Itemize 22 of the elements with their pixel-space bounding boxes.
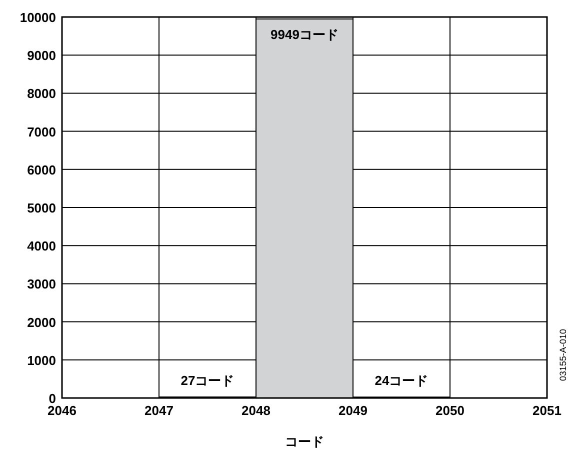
y-tick-label: 1000 <box>27 352 56 368</box>
y-tick-label: 9000 <box>27 48 56 64</box>
y-tick-label: 2000 <box>27 314 56 330</box>
data-label: 24コード <box>374 373 428 388</box>
y-tick-label: 0 <box>48 391 56 406</box>
y-tick-label: 3000 <box>27 276 56 292</box>
y-tick-label: 4000 <box>27 238 56 254</box>
y-tick-label: 5000 <box>27 200 56 216</box>
x-tick-label: 2051 <box>532 403 562 418</box>
data-label: 27コード <box>180 372 234 388</box>
x-tick-label: 2046 <box>48 403 76 418</box>
text: 03155-A-010 <box>558 328 568 382</box>
x-axis-title: コード <box>285 434 324 449</box>
data-label: 9949コード <box>270 26 338 42</box>
y-tick-label: 8000 <box>27 86 56 102</box>
x-tick-label: 2049 <box>338 403 368 418</box>
y-tick-label: 6000 <box>27 162 56 178</box>
x-tick-label: 2048 <box>242 403 270 418</box>
x-tick-label: 2047 <box>144 403 174 418</box>
y-tick-label: 7000 <box>27 124 56 140</box>
y-tick-label: 10000 <box>20 10 56 25</box>
x-tick-label: 2050 <box>436 403 464 418</box>
